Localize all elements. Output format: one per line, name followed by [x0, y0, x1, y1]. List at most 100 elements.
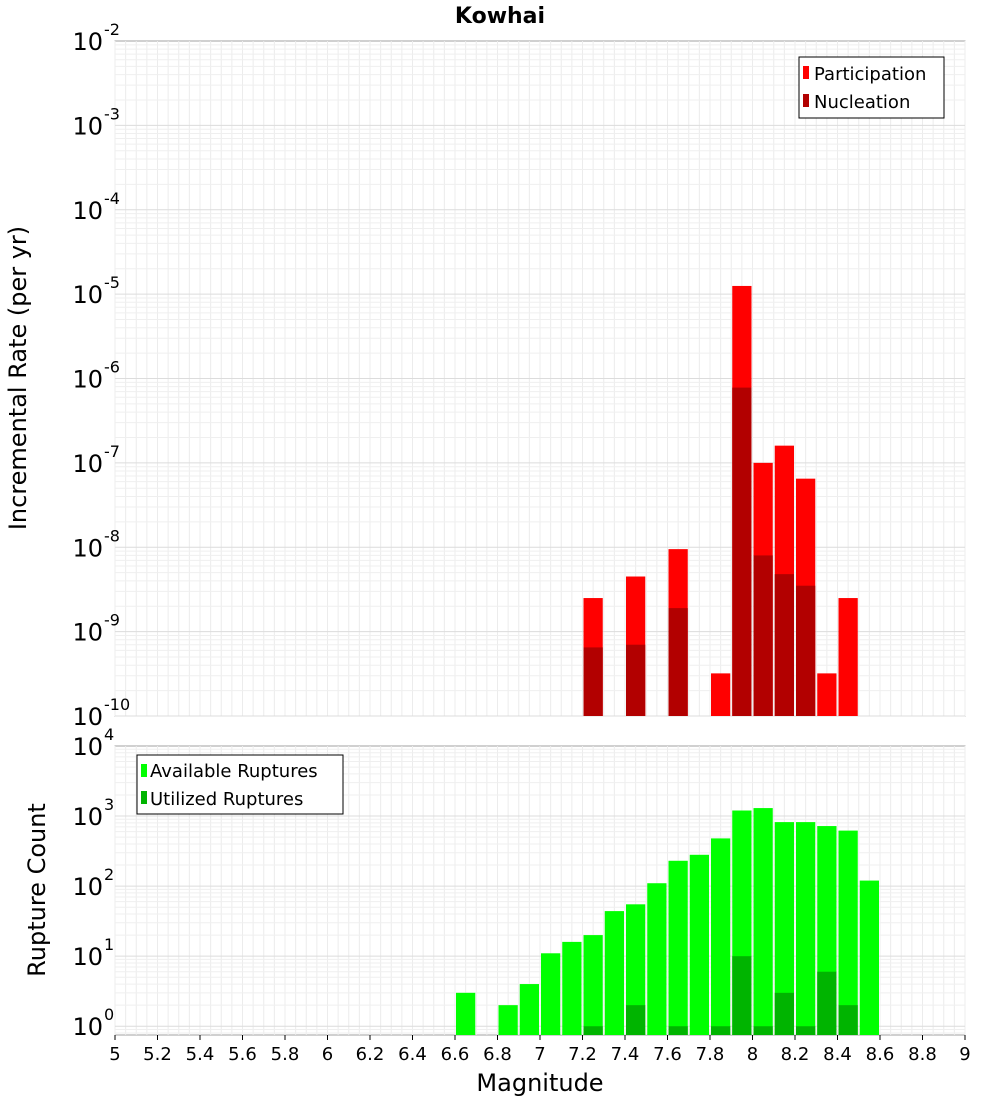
x-tick-label: 6.8: [483, 1044, 512, 1065]
x-ticks: 5 5.2 5.4 5.6 5.8 6 6.2 6.4 6.6 6.8 7 7.2 7.4 7.6 7.8 8…: [109, 1035, 971, 1065]
rate-plot: 10-210-310-410-510-610-710-810-910-10 Pa…: [4, 4, 966, 731]
count-bar-primary: [562, 941, 582, 1035]
chart-title: Kowhai: [455, 4, 545, 29]
rate-bar-secondary: [583, 647, 603, 716]
rate-bar-secondary: [668, 608, 688, 716]
count-bar-primary: [689, 854, 709, 1035]
x-tick-label: 8.4: [823, 1044, 852, 1065]
x-tick-label: 5.6: [228, 1044, 257, 1065]
rate-bar-secondary: [732, 387, 752, 716]
rate-y-tick-exponent: -5: [104, 273, 120, 292]
count-y-tick-label: 10: [72, 803, 103, 831]
rate-y-tick-exponent: -2: [104, 20, 120, 39]
count-bar-primary: [498, 1005, 518, 1035]
legend-label-participation: Participation: [814, 64, 926, 85]
count-bar-secondary: [753, 1026, 773, 1035]
x-tick-label: 6: [322, 1044, 333, 1065]
count-bar-primary: [859, 880, 879, 1035]
count-bar-primary: [796, 822, 816, 1035]
count-bars: [456, 808, 879, 1035]
count-bar-primary: [838, 830, 858, 1035]
x-tick-label: 5.8: [271, 1044, 300, 1065]
rate-bar-primary: [711, 673, 731, 716]
count-bar-primary: [774, 822, 794, 1035]
rate-y-tick-exponent: -4: [104, 189, 120, 208]
count-bar-primary: [647, 883, 667, 1035]
rate-y-tick-label: 10: [72, 534, 103, 562]
count-y-tick-label: 10: [72, 1013, 103, 1041]
legend-label-nucleation: Nucleation: [814, 92, 910, 113]
count-y-tick-exponent: 1: [104, 935, 114, 954]
rate-y-tick-label: 10: [72, 703, 103, 731]
rate-y-ticks: 10-210-310-410-510-610-710-810-910-10: [72, 20, 130, 731]
count-bar-secondary: [711, 1026, 731, 1035]
count-bar-primary: [668, 860, 688, 1035]
x-tick-label: 5: [109, 1044, 120, 1065]
legend-swatch-utilized: [141, 791, 147, 804]
rate-y-tick-label: 10: [72, 619, 103, 647]
count-y-tick-label: 10: [72, 733, 103, 761]
count-y-axis-label: Rupture Count: [23, 803, 51, 977]
x-tick-label: 6.6: [441, 1044, 470, 1065]
rate-y-tick-label: 10: [72, 112, 103, 140]
rate-gridlines: [114, 41, 966, 717]
count-bar-primary: [519, 984, 539, 1035]
rate-y-tick-label: 10: [72, 366, 103, 394]
count-bar-primary: [626, 904, 646, 1035]
x-tick-label: 6.4: [398, 1044, 427, 1065]
rate-legend: Participation Nucleation: [798, 56, 945, 119]
x-tick-label: 6.2: [356, 1044, 385, 1065]
count-y-tick-label: 10: [72, 873, 103, 901]
x-tick-label: 7.8: [696, 1044, 725, 1065]
rate-y-tick-exponent: -7: [104, 442, 120, 461]
x-tick-label: 5.2: [143, 1044, 172, 1065]
rate-bar-secondary: [796, 585, 816, 716]
rate-bar-primary: [817, 673, 837, 716]
count-bar-primary: [604, 911, 624, 1035]
x-axis-label: Magnitude: [476, 1069, 603, 1097]
rate-y-tick-label: 10: [72, 281, 103, 309]
legend-swatch-participation: [803, 66, 809, 79]
count-bar-secondary: [817, 971, 837, 1035]
count-bar-primary: [456, 992, 476, 1035]
legend-label-utilized: Utilized Ruptures: [150, 789, 303, 810]
count-bar-secondary: [583, 1026, 603, 1035]
x-tick-label: 7: [534, 1044, 545, 1065]
rate-y-tick-label: 10: [72, 28, 103, 56]
rate-y-tick-exponent: -8: [104, 526, 120, 545]
rate-y-tick-exponent: -9: [104, 611, 120, 630]
rate-y-tick-exponent: -10: [104, 695, 130, 714]
x-tick-label: 5.4: [186, 1044, 215, 1065]
rate-bars: [583, 285, 858, 716]
rate-y-tick-exponent: -6: [104, 358, 120, 377]
count-bar-primary: [583, 935, 603, 1035]
rate-y-tick-exponent: -3: [104, 104, 120, 123]
count-y-tick-exponent: 0: [104, 1005, 114, 1024]
x-tick-label: 8.8: [908, 1044, 937, 1065]
rate-bar-primary: [838, 598, 858, 716]
count-bar-secondary: [626, 1005, 646, 1035]
legend-box: [798, 56, 945, 119]
x-tick-label: 8: [747, 1044, 758, 1065]
rate-y-tick-label: 10: [72, 450, 103, 478]
count-bar-secondary: [796, 1026, 816, 1035]
legend-label-available: Available Ruptures: [150, 761, 318, 782]
rate-bar-secondary: [626, 644, 646, 716]
count-y-tick-label: 10: [72, 943, 103, 971]
x-tick-label: 9: [959, 1044, 970, 1065]
legend-swatch-available: [141, 764, 147, 777]
count-legend: Available Ruptures Utilized Ruptures: [136, 754, 344, 815]
count-y-tick-exponent: 2: [104, 865, 114, 884]
count-bar-primary: [711, 838, 731, 1035]
rate-bar-secondary: [774, 574, 794, 716]
rate-y-axis-label: Incremental Rate (per yr): [4, 226, 32, 530]
rate-y-tick-label: 10: [72, 197, 103, 225]
count-y-tick-exponent: 3: [104, 795, 114, 814]
count-bar-secondary: [732, 956, 752, 1035]
legend-box: [136, 754, 344, 815]
x-tick-label: 7.6: [653, 1044, 682, 1065]
count-bar-secondary: [838, 1005, 858, 1035]
